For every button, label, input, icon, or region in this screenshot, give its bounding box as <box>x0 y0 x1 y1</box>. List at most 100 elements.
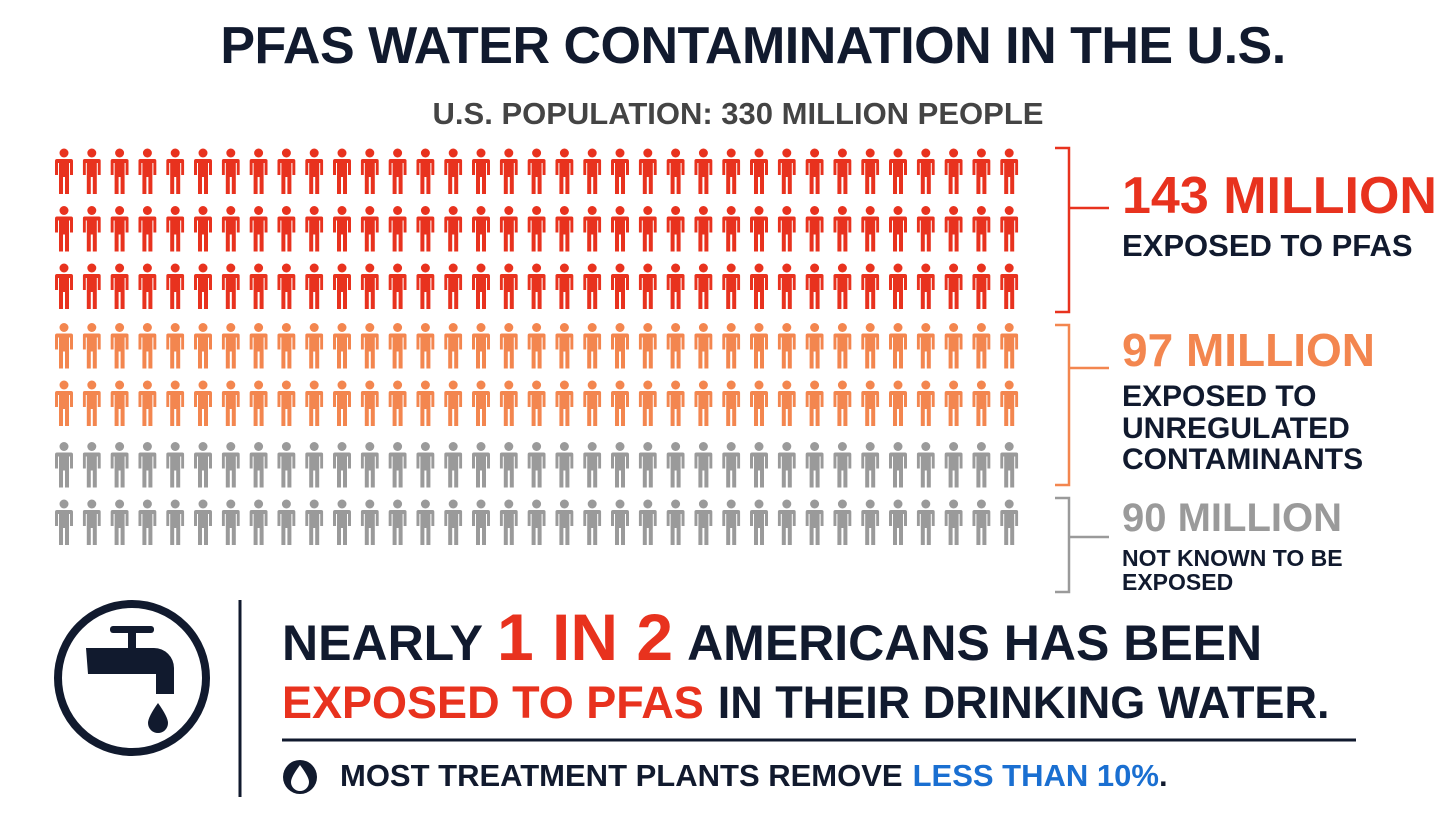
person-icon <box>388 380 407 426</box>
person-icon <box>305 206 324 252</box>
person-icon <box>583 148 602 194</box>
person-icon <box>805 148 824 194</box>
person-icon <box>555 442 574 488</box>
person-icon <box>472 323 490 369</box>
person-icon <box>944 442 963 488</box>
person-icon <box>138 148 157 194</box>
person-icon <box>722 148 741 194</box>
person-icon <box>249 380 268 426</box>
person-icon <box>916 380 935 426</box>
person-icon <box>638 148 657 194</box>
person-icon <box>777 206 796 252</box>
pictogram <box>55 148 1019 545</box>
bracket <box>1055 146 1109 314</box>
person-icon <box>666 380 685 426</box>
person-icon <box>944 263 963 309</box>
person-icon <box>750 206 768 252</box>
person-icon <box>194 323 212 369</box>
person-icon <box>583 380 602 426</box>
person-icon <box>333 499 351 545</box>
person-icon <box>722 206 741 252</box>
person-icon <box>555 323 574 369</box>
person-icon <box>638 206 657 252</box>
person-icon <box>305 380 324 426</box>
person-icon <box>138 263 157 309</box>
person-icon <box>221 148 240 194</box>
person-icon <box>861 148 880 194</box>
person-icon <box>277 323 296 369</box>
person-icon <box>972 499 991 545</box>
person-icon <box>750 323 768 369</box>
person-icon <box>249 148 268 194</box>
person-icon <box>527 206 546 252</box>
person-icon <box>221 323 240 369</box>
person-icon <box>472 499 490 545</box>
person-icon <box>444 323 463 369</box>
person-icon <box>972 263 991 309</box>
label-line: NOT KNOWN TO BE <box>1122 545 1343 571</box>
person-icon <box>1000 148 1019 194</box>
person-icon <box>110 206 129 252</box>
person-icon <box>611 499 629 545</box>
person-icon <box>360 442 379 488</box>
person-icon <box>360 263 379 309</box>
person-icon <box>82 323 101 369</box>
person-icon <box>777 380 796 426</box>
person-icon <box>944 499 963 545</box>
person-icon <box>333 263 351 309</box>
person-icon <box>833 263 852 309</box>
person-icon <box>360 148 379 194</box>
person-icon <box>55 148 73 194</box>
person-icon <box>110 442 129 488</box>
person-icon <box>388 206 407 252</box>
person-icon <box>638 263 657 309</box>
person-icon <box>388 263 407 309</box>
person-icon <box>889 323 907 369</box>
person-icon <box>666 442 685 488</box>
person-icon <box>722 263 741 309</box>
bracket <box>1055 323 1109 487</box>
person-icon <box>1000 380 1019 426</box>
person-icon <box>777 499 796 545</box>
footnote: MOST TREATMENT PLANTS REMOVE LESS THAN 10… <box>340 758 1168 794</box>
person-icon <box>889 442 907 488</box>
person-icon <box>166 380 185 426</box>
person-icon <box>55 499 73 545</box>
person-icon <box>666 499 685 545</box>
person-icon <box>55 380 73 426</box>
person-icon <box>194 380 212 426</box>
headline-text: AMERICANS HAS BEEN <box>687 615 1263 671</box>
person-icon <box>555 263 574 309</box>
person-icon <box>555 499 574 545</box>
person-icon <box>972 148 991 194</box>
amount: 143 MILLION <box>1122 167 1437 225</box>
person-icon <box>472 148 490 194</box>
person-icon <box>583 499 602 545</box>
person-icon <box>583 206 602 252</box>
person-icon <box>277 442 296 488</box>
person-icon <box>249 263 268 309</box>
person-icon <box>138 499 157 545</box>
footnote-text: MOST TREATMENT PLANTS REMOVE <box>340 758 903 793</box>
person-icon <box>777 442 796 488</box>
label-line: EXPOSED TO PFAS <box>1122 228 1413 263</box>
person-icon <box>277 380 296 426</box>
person-icon <box>638 380 657 426</box>
person-icon <box>221 442 240 488</box>
person-icon <box>777 263 796 309</box>
person-icon <box>444 380 463 426</box>
person-icon <box>722 380 741 426</box>
person-icon <box>360 499 379 545</box>
person-icon <box>750 380 768 426</box>
person-icon <box>611 323 629 369</box>
person-icon <box>527 499 546 545</box>
person-icon <box>972 380 991 426</box>
person-icon <box>583 263 602 309</box>
person-icon <box>694 206 713 252</box>
person-icon <box>388 442 407 488</box>
person-icon <box>221 206 240 252</box>
person-icon <box>305 148 324 194</box>
person-icon <box>388 148 407 194</box>
person-icon <box>527 442 546 488</box>
